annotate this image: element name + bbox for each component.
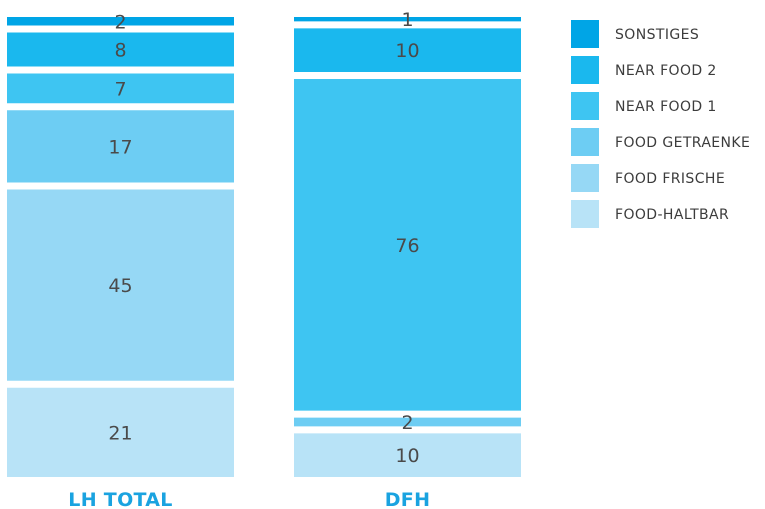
- bar-value-label: 10: [395, 445, 419, 467]
- bar-value-label: 2: [114, 11, 126, 33]
- legend-label: SONSTIGES: [615, 27, 699, 43]
- bar-segment: [294, 79, 521, 411]
- bar-value-label: 2: [401, 412, 413, 434]
- bar-segment: [7, 189, 234, 381]
- legend: SONSTIGES NEAR FOOD 2 NEAR FOOD 1 FOOD GETR…: [571, 20, 750, 228]
- bars-group: 21 45 17 7 8 2 10 2 76 10 1: [7, 9, 521, 477]
- legend-label: NEAR FOOD 2: [615, 63, 717, 79]
- bar-value-label: 10: [395, 40, 419, 62]
- legend-label: FOOD GETRAENKE: [615, 135, 750, 151]
- bar-segment: [7, 110, 234, 183]
- bar-segment: [294, 433, 521, 477]
- bar-segment: [7, 387, 234, 477]
- legend-swatch: [571, 164, 599, 192]
- bar-segment: [7, 17, 234, 26]
- bar-value-label: 7: [114, 78, 126, 100]
- bar-segment: [7, 32, 234, 67]
- category-label: LH TOTAL: [68, 489, 172, 509]
- legend-label: FOOD FRISCHE: [615, 171, 725, 187]
- bar-value-label: 45: [108, 275, 132, 297]
- bar-value-label: 1: [401, 9, 413, 31]
- legend-swatch: [571, 128, 599, 156]
- legend-label: FOOD-HALTBAR: [615, 207, 729, 223]
- legend-swatch: [571, 200, 599, 228]
- bar-segment: [294, 17, 521, 22]
- legend-swatch: [571, 56, 599, 84]
- bar-value-label: 76: [395, 235, 419, 257]
- bar-value-label: 8: [114, 40, 126, 62]
- bar-value-label: 21: [108, 422, 132, 444]
- bar-segment: [7, 73, 234, 104]
- legend-label: NEAR FOOD 1: [615, 99, 717, 115]
- legend-swatch: [571, 92, 599, 120]
- bar-value-label: 17: [108, 136, 132, 158]
- legend-swatch: [571, 20, 599, 48]
- category-label: DFH: [385, 489, 431, 509]
- category-labels: LH TOTAL DFH: [68, 489, 430, 509]
- bar-segment: [294, 417, 521, 427]
- bar-segment: [294, 28, 521, 72]
